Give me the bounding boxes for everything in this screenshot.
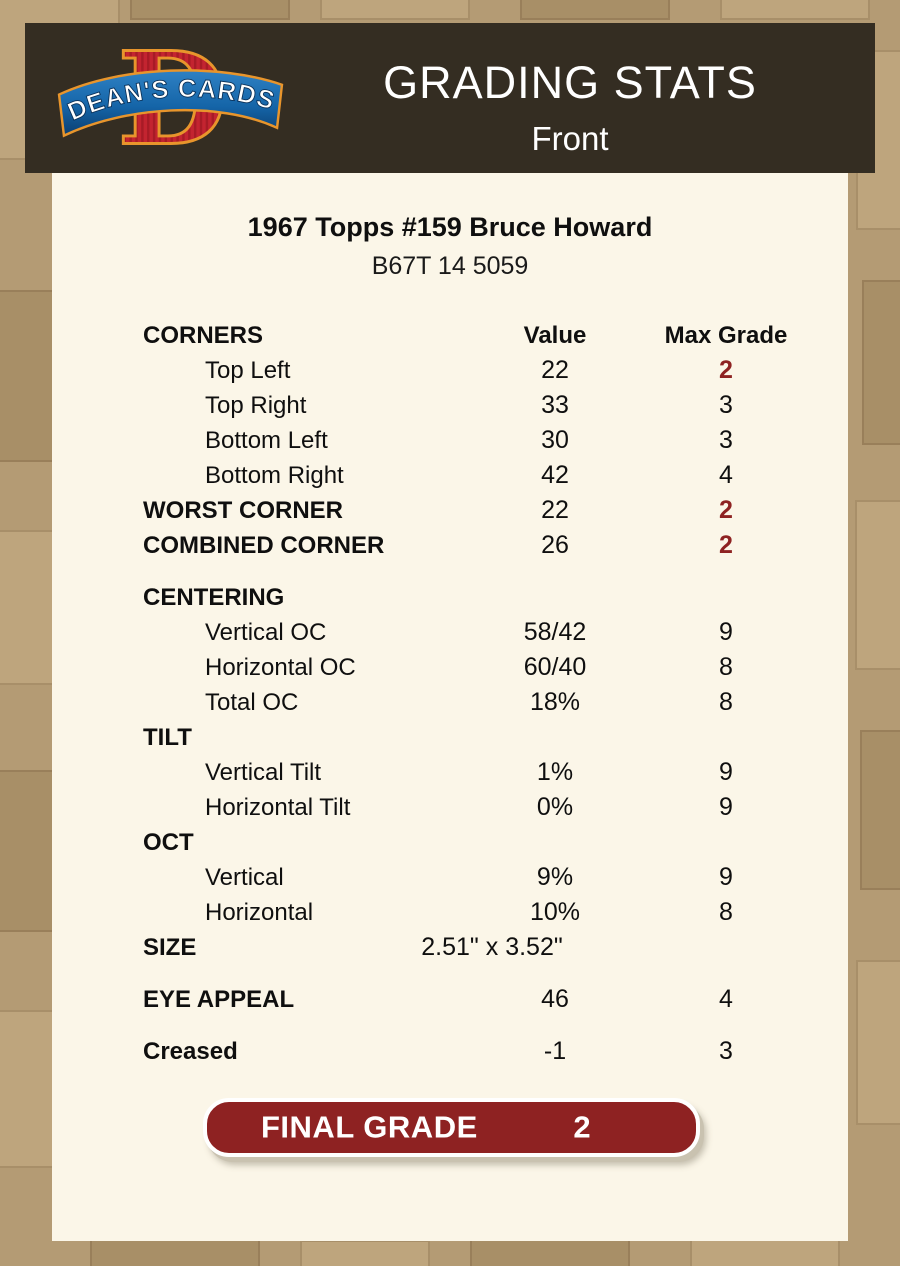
background-card	[520, 0, 670, 20]
row-value: 22	[541, 356, 569, 384]
row-max-grade: 9	[719, 758, 733, 786]
row-max-grade: 4	[719, 461, 733, 489]
page-title: GRADING STATS	[383, 57, 757, 108]
section-label: TILT	[143, 723, 192, 751]
table-row: Vertical Tilt 1% 9	[143, 755, 848, 790]
table-row: Horizontal OC 60/40 8	[143, 650, 848, 685]
row-label: Vertical	[205, 863, 284, 891]
table-section-row: TILT	[143, 720, 848, 755]
row-value: 9%	[536, 863, 574, 891]
row-label: Horizontal	[205, 898, 314, 926]
row-label: COMBINED CORNER	[143, 531, 385, 559]
row-max-grade: 3	[719, 426, 733, 454]
row-max-grade: 8	[719, 688, 733, 716]
table-row: SIZE 2.51" x 3.52"	[143, 930, 848, 965]
table-row: Top Left 22 2	[143, 353, 848, 388]
row-label: Vertical Tilt	[205, 758, 322, 786]
background-card	[862, 280, 900, 445]
page-subtitle: Front	[531, 120, 609, 157]
table-row: Bottom Right 42 4	[143, 458, 848, 493]
header-text: GRADING STATS Front	[280, 58, 860, 157]
row-label: Horizontal Tilt	[205, 793, 351, 821]
row-label: Vertical OC	[205, 618, 327, 646]
header-bar: D DEAN'S CARDS GRADING STATS Front	[25, 23, 875, 173]
section-label: CENTERING	[143, 583, 285, 611]
table-section-row: CENTERING	[143, 580, 848, 615]
final-grade-label: FINAL GRADE	[261, 1108, 478, 1144]
table-row: Total OC 18% 8	[143, 685, 848, 720]
row-label: Bottom Right	[205, 461, 344, 489]
section-label: OCT	[143, 828, 194, 856]
table-row: EYE APPEAL 46 4	[143, 982, 848, 1017]
row-label: EYE APPEAL	[143, 985, 295, 1013]
background-card	[856, 960, 900, 1125]
table-row: Vertical OC 58/42 9	[143, 615, 848, 650]
background-card	[720, 0, 870, 20]
row-value: 22	[541, 496, 569, 524]
row-value: 46	[541, 985, 569, 1013]
value-column-header: Value	[523, 321, 587, 349]
card-code: B67T 14 5059	[371, 252, 529, 280]
max-grade-column-header: Max Grade	[664, 321, 788, 349]
row-value: 60/40	[523, 653, 587, 681]
row-label: Creased	[143, 1037, 238, 1065]
row-label: Top Left	[205, 356, 291, 384]
row-value: 1%	[536, 758, 574, 786]
row-max-grade: 9	[719, 618, 733, 646]
row-max-grade: 3	[719, 391, 733, 419]
table-row: COMBINED CORNER 26 2	[143, 528, 848, 563]
row-value: 33	[541, 391, 569, 419]
table-row: Top Right 33 3	[143, 388, 848, 423]
background-card	[860, 730, 900, 890]
background-card	[470, 1236, 630, 1266]
table-row: Horizontal Tilt 0% 9	[143, 790, 848, 825]
background-card	[855, 500, 900, 670]
row-max-grade: 2	[719, 531, 733, 559]
row-value: 26	[541, 531, 569, 559]
row-value: 2.51" x 3.52"	[421, 933, 563, 961]
row-label: WORST CORNER	[143, 496, 343, 524]
row-label: SIZE	[143, 933, 197, 961]
section-label: CORNERS	[143, 321, 264, 349]
background-card	[320, 0, 470, 20]
row-value: 18%	[529, 688, 581, 716]
table-row: Creased -1 3	[143, 1034, 848, 1069]
row-value: -1	[543, 1037, 567, 1065]
row-value: 58/42	[523, 618, 587, 646]
logo-ribbon-icon	[57, 69, 284, 138]
row-value: 10%	[529, 898, 581, 926]
table-row: WORST CORNER 22 2	[143, 493, 848, 528]
row-max-grade: 8	[719, 898, 733, 926]
row-label: Total OC	[205, 688, 299, 716]
background-card	[300, 1240, 430, 1266]
table-row: Horizontal 10% 8	[143, 895, 848, 930]
table-header-row: CORNERS Value Max Grade	[143, 318, 848, 353]
card-title: 1967 Topps #159 Bruce Howard	[247, 212, 653, 242]
background-card	[130, 0, 290, 20]
row-value: 30	[541, 426, 569, 454]
row-label: Top Right	[205, 391, 307, 419]
table-section-row: OCT	[143, 825, 848, 860]
final-grade-badge: FINAL GRADE 2	[203, 1098, 700, 1157]
report-panel: 1967 Topps #159 Bruce Howard B67T 14 505…	[52, 173, 848, 1241]
row-max-grade: 2	[719, 356, 733, 384]
row-value: 0%	[536, 793, 574, 821]
final-grade-value: 2	[573, 1108, 591, 1144]
row-max-grade: 2	[719, 496, 733, 524]
row-max-grade: 9	[719, 863, 733, 891]
row-label: Bottom Left	[205, 426, 328, 454]
row-value: 42	[541, 461, 569, 489]
row-label: Horizontal OC	[205, 653, 356, 681]
table-row: Bottom Left 30 3	[143, 423, 848, 458]
grading-table: CORNERS Value Max Grade Top Left 22 2 To…	[52, 318, 848, 1069]
row-max-grade: 3	[719, 1037, 733, 1065]
row-max-grade: 4	[719, 985, 733, 1013]
deans-cards-logo-icon: D DEAN'S CARDS	[57, 32, 284, 163]
table-row: Vertical 9% 9	[143, 860, 848, 895]
row-max-grade: 8	[719, 653, 733, 681]
row-max-grade: 9	[719, 793, 733, 821]
